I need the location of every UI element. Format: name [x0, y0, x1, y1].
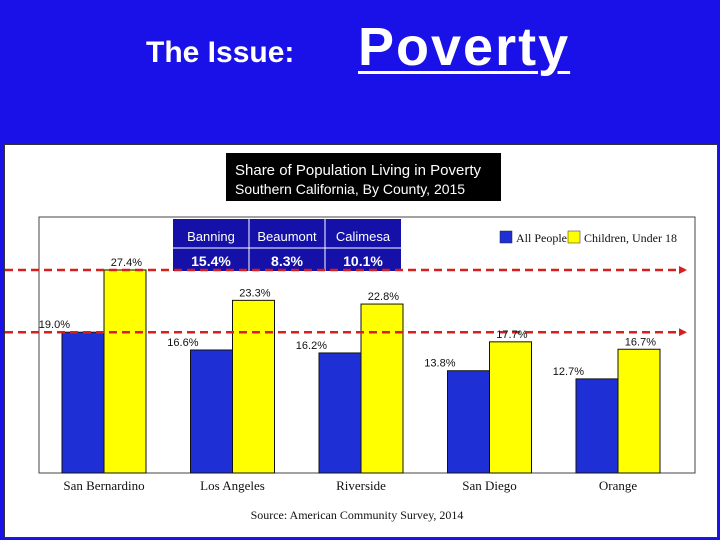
bar-all-people [61, 331, 105, 474]
bar-children [360, 303, 404, 474]
poverty-bar-chart: Share of Population Living in Poverty So… [5, 153, 696, 522]
data-label-children: 17.7% [496, 329, 527, 341]
slide-header: The Issue: Poverty [0, 0, 720, 140]
legend: All People Children, Under 18 [499, 230, 677, 245]
inset-table-bg [173, 219, 401, 271]
inset-value-calimesa: 10.1% [343, 253, 383, 269]
bar-children [232, 299, 275, 474]
chart-title: Share of Population Living in Poverty [235, 162, 481, 179]
chart-panel: Share of Population Living in Poverty So… [4, 144, 718, 538]
bar-children [103, 269, 147, 474]
source-note: Source: American Community Survey, 2014 [251, 508, 464, 522]
x-tick-label: Los Angeles [200, 478, 265, 493]
inset-value-banning: 15.4% [191, 253, 231, 269]
bar-all-people [447, 370, 490, 474]
x-tick-label: San Bernardino [63, 478, 144, 493]
legend-swatch-all-people [499, 230, 513, 244]
topic-title: Poverty [358, 17, 571, 77]
inset-table: Banning Beaumont Calimesa 15.4% 8.3% 10.… [173, 219, 401, 271]
inset-header-banning: Banning [187, 229, 235, 244]
x-tick-label: Orange [599, 478, 637, 493]
data-label-children: 16.7% [625, 336, 656, 348]
reference-lines [5, 265, 687, 337]
data-label-all-people: 12.7% [553, 366, 584, 378]
data-label-children: 22.8% [368, 291, 399, 303]
issue-label: The Issue: [146, 36, 295, 69]
data-label-all-people: 16.6% [167, 337, 198, 349]
data-labels: 19.0% 27.4% 16.6% 23.3% 16.2% 22.8% 13.8% 17.7%… [39, 257, 656, 378]
inset-value-beaumont: 8.3% [271, 253, 303, 269]
data-label-all-people: 13.8% [424, 358, 455, 370]
x-tick-label: Riverside [336, 478, 386, 493]
x-tick-label: San Diego [462, 478, 517, 493]
data-label-all-people: 19.0% [39, 319, 70, 331]
data-label-all-people: 16.2% [296, 340, 327, 352]
legend-label-children: Children, Under 18 [584, 231, 677, 245]
bars-layer [61, 269, 661, 474]
x-tick-labels: San Bernardino Los Angeles Riverside San Di… [63, 478, 637, 493]
legend-swatch-children [567, 230, 581, 244]
bar-all-people [575, 378, 619, 474]
bar-all-people [190, 349, 233, 474]
legend-label-all-people: All People [516, 231, 567, 245]
title-box [226, 153, 501, 201]
bar-children [489, 341, 532, 474]
data-label-children: 27.4% [111, 257, 142, 269]
data-label-children: 23.3% [239, 287, 270, 299]
bar-children [617, 348, 661, 474]
inset-header-calimesa: Calimesa [336, 229, 391, 244]
inset-header-beaumont: Beaumont [257, 229, 317, 244]
bar-all-people [318, 352, 362, 474]
chart-subtitle: Southern California, By County, 2015 [235, 181, 465, 197]
